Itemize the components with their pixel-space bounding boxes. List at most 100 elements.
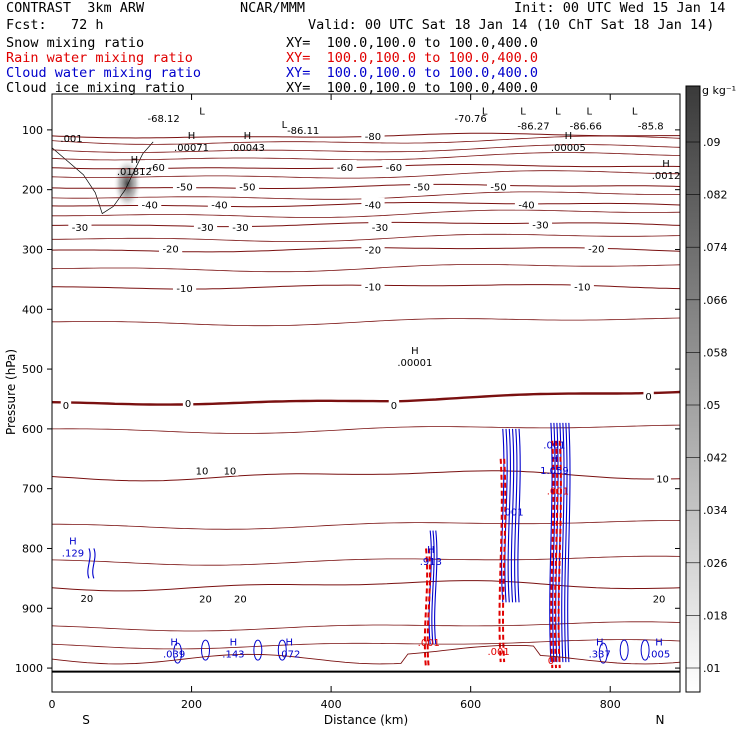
y-tick-label: 700 — [22, 483, 43, 496]
extremum-marker: H — [565, 131, 573, 142]
isotherm-label: -50 — [239, 183, 255, 194]
isotherm-label: -30 — [72, 223, 88, 234]
isotherm-label-bg — [449, 110, 492, 123]
isotherm-label-bg — [193, 219, 218, 232]
x-tick-label: 600 — [460, 698, 481, 711]
colorbar-tick-label: .018 — [703, 609, 728, 622]
extremum-value: .913 — [420, 557, 442, 568]
low-marker: L — [282, 120, 288, 131]
isotherm-label-bg — [228, 219, 252, 232]
isotherm-label-bg — [207, 197, 232, 210]
isotherm-contour — [52, 152, 680, 161]
colorbar-tick-label: .058 — [703, 346, 728, 359]
isotherm-contour — [52, 221, 680, 228]
isotherm-contour — [52, 135, 680, 145]
low-marker: L — [482, 107, 488, 118]
isotherm-label-bg — [650, 591, 668, 604]
extremum-value: .072 — [278, 649, 300, 660]
x-tick-label: 800 — [600, 698, 621, 711]
isotherm-label: -40 — [211, 201, 227, 212]
rain-contour — [426, 548, 431, 669]
cloud-water-contour — [277, 639, 287, 661]
isotherm-label-bg — [654, 471, 671, 484]
cloud-water-contour — [434, 530, 438, 645]
isotherm-contour — [52, 520, 680, 530]
isotherm-label: -40 — [365, 201, 381, 212]
extremum-value: .001 — [547, 487, 569, 498]
isotherm-label-bg — [235, 179, 259, 192]
extremum-marker: H — [230, 637, 238, 648]
chart-title: CONTRAST 3km ARW — [6, 0, 145, 16]
isotherm-label: 10 — [224, 467, 237, 478]
cloud-water-contour — [201, 639, 211, 661]
extremum-value: .001 — [418, 638, 440, 649]
extremum-marker: H — [655, 637, 663, 648]
colorbar-tick-label: .074 — [703, 241, 728, 254]
isotherm-label: 20 — [653, 595, 666, 606]
isotherm-label-bg — [172, 179, 197, 192]
field-xy-rain: XY= 100.0,100.0 to 100.0,400.0 — [286, 50, 538, 66]
isotherm-label: -50 — [490, 183, 506, 194]
isotherm-label: -60 — [386, 163, 402, 174]
x-axis-right-end-label: N — [656, 713, 665, 727]
extremum-marker: H — [662, 159, 670, 170]
isotherm-label: -20 — [588, 244, 604, 255]
x-tick-label: 200 — [181, 698, 202, 711]
extremum-value: .001 — [543, 441, 565, 452]
cloud-water-contour — [567, 422, 571, 663]
isotherm-label: -86.27 — [517, 122, 549, 133]
isotherm-label: 0 — [63, 401, 69, 412]
isotherm-label-bg — [145, 159, 169, 172]
cloud-water-contour — [510, 428, 515, 603]
isotherm-label-bg — [197, 591, 214, 604]
extremum-value: .00005 — [551, 143, 586, 154]
cloud-water-contour — [555, 422, 559, 663]
isotherm-label-bg — [514, 197, 539, 210]
isotherm-label-bg — [172, 280, 197, 293]
isotherm-label-bg — [68, 219, 92, 232]
extremum-value: .0012 — [652, 171, 681, 182]
cloud-water-contour — [564, 422, 568, 663]
chart-init-time: Init: 00 UTC Wed 15 Jan 14 — [514, 0, 726, 16]
extremum-marker: H — [596, 637, 604, 648]
extremum-marker: H — [411, 346, 419, 357]
isotherm-label-bg — [361, 128, 385, 141]
cloud-water-contour — [253, 639, 263, 661]
isotherm-contour — [52, 555, 680, 566]
field-xy-cloudwater: XY= 100.0,100.0 to 100.0,400.0 — [286, 65, 538, 81]
y-tick-label: 500 — [22, 363, 43, 376]
y-tick-label: 900 — [22, 602, 43, 615]
extremum-value: .001 — [487, 647, 509, 658]
rain-contour — [550, 440, 555, 669]
isotherm-label: 10 — [196, 467, 209, 478]
isotherm-label-bg — [584, 241, 608, 254]
isotherm-label: -30 — [232, 223, 248, 234]
extremum-value: .005 — [648, 649, 670, 660]
isotherm-contour — [52, 644, 680, 665]
isotherm-contour — [52, 390, 680, 406]
isotherm-label: -80 — [365, 132, 381, 143]
colorbar-tick-label: .026 — [703, 557, 728, 570]
isotherm-label-bg — [138, 197, 162, 210]
cloud-water-contour — [561, 422, 565, 663]
isotherm-label-bg — [193, 463, 211, 476]
isotherm-contour — [52, 264, 680, 273]
isotherm-contour — [52, 580, 680, 592]
isotherm-label: -30 — [197, 223, 213, 234]
y-axis-label: Pressure (hPa) — [4, 349, 18, 435]
isotherm-contour — [52, 424, 680, 434]
isotherm-contour — [52, 621, 680, 632]
rain-contour — [502, 458, 507, 663]
y-tick-label: 600 — [22, 423, 43, 436]
isotherm-label: -10 — [176, 284, 192, 295]
cloud-water-contour — [514, 428, 518, 603]
colorbar-tick-label: .034 — [703, 504, 728, 517]
colorbar-tick-label: .09 — [703, 136, 721, 149]
isotherm-label: -86.66 — [570, 122, 602, 133]
isotherm-contour — [52, 317, 680, 327]
isotherm-label-bg — [361, 197, 385, 210]
cloud-water-contour — [87, 548, 91, 579]
isotherm-label: -86.11 — [287, 126, 319, 137]
isotherm-label: -20 — [162, 244, 178, 255]
isotherm-label: -10 — [574, 283, 590, 294]
